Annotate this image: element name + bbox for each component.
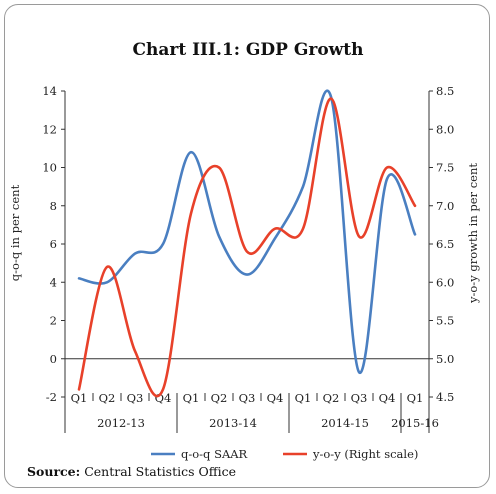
year-group-label: 2013-14 (209, 416, 257, 430)
quarter-label: Q2 (323, 391, 340, 405)
year-group-label: 2012-13 (97, 416, 145, 430)
right-tick-label: 5.5 (436, 314, 454, 328)
left-tick-label: 4 (50, 275, 57, 289)
right-tick-label: 6.0 (436, 275, 454, 289)
right-tick-label: 7.5 (436, 161, 454, 175)
right-tick-label: 6.5 (436, 237, 454, 251)
quarter-label: Q1 (183, 391, 200, 405)
quarter-label: Q1 (71, 391, 88, 405)
left-tick-label: 2 (50, 314, 57, 328)
quarter-label: Q3 (239, 391, 256, 405)
quarter-label: Q3 (351, 391, 368, 405)
legend-label-qoq: q-o-q SAAR (181, 447, 248, 461)
right-tick-label: 8.0 (436, 122, 454, 136)
left-tick-label: -2 (46, 390, 57, 404)
right-tick-label: 8.5 (436, 84, 454, 98)
legend: q-o-q SAAR y-o-y (Right scale) (151, 447, 418, 461)
quarter-label: Q4 (379, 391, 396, 405)
quarter-label: Q4 (267, 391, 284, 405)
quarter-label: Q2 (99, 391, 116, 405)
left-tick-label: 6 (50, 237, 57, 251)
source-text: Central Statistics Office (80, 464, 236, 479)
left-tick-label: 10 (42, 161, 57, 175)
left-tick-label: 8 (50, 199, 57, 213)
year-group-label: 2014-15 (321, 416, 369, 430)
right-axis-title: y-o-y growth in per cent (466, 163, 480, 304)
chart-frame: Chart III.1: GDP Growth -2 0 2 4 6 8 10 12 14 4.… (4, 4, 490, 488)
series-line-yoy (77, 97, 417, 398)
legend-label-yoy: y-o-y (Right scale) (312, 447, 418, 461)
right-tick-label: 4.5 (436, 390, 454, 404)
gdp-growth-chart: Chart III.1: GDP Growth -2 0 2 4 6 8 10 12 14 4.… (8, 40, 480, 479)
quarter-label: Q1 (407, 391, 424, 405)
source-label: Source: (27, 464, 80, 479)
right-tick-label: 7.0 (436, 199, 454, 213)
chart-title: Chart III.1: GDP Growth (132, 40, 363, 60)
quarter-label: Q3 (127, 391, 144, 405)
quarter-label: Q4 (155, 391, 172, 405)
series-line-qoq-saar (77, 89, 417, 374)
left-tick-label: 14 (42, 84, 57, 98)
left-axis-title: q-o-q in per cent (8, 184, 22, 281)
left-tick-label: 0 (50, 352, 57, 366)
left-tick-label: 12 (42, 122, 57, 136)
source-note: Source: Central Statistics Office (27, 464, 236, 479)
quarter-label: Q1 (295, 391, 312, 405)
quarter-label: Q2 (211, 391, 228, 405)
year-group-label: 2015-16 (391, 416, 439, 430)
right-tick-label: 5.0 (436, 352, 454, 366)
